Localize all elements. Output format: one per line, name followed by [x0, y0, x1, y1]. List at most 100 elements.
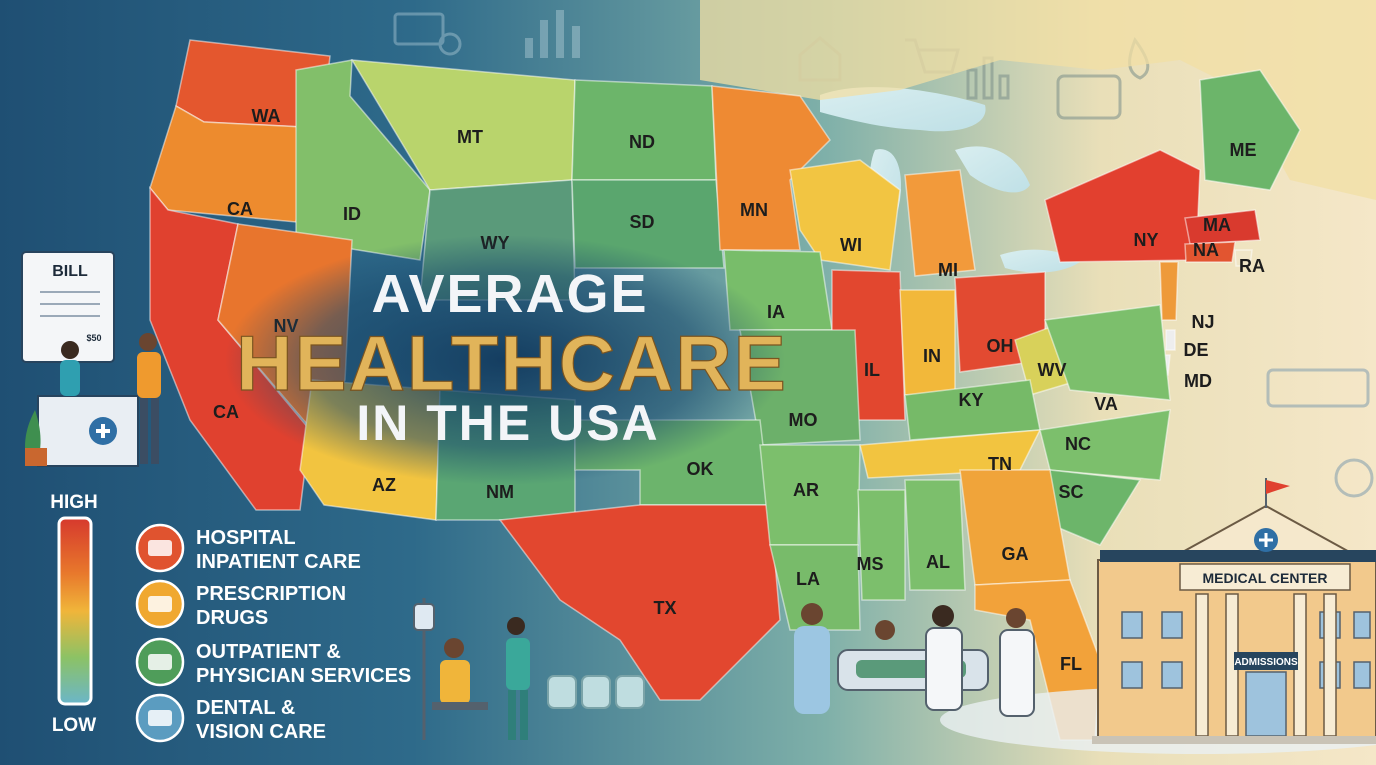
bill-amount: $50	[86, 333, 101, 343]
medical-center-name: MEDICAL CENTER	[1203, 570, 1328, 586]
state-label-mo: MO	[789, 410, 818, 430]
medical-center: MEDICAL CENTER ADMISSIONS	[1092, 478, 1376, 744]
receptionist-body	[60, 360, 80, 396]
state-label-ia: IA	[767, 302, 785, 322]
truck-icon	[1056, 74, 1122, 120]
state-label-id: ID	[343, 204, 361, 224]
eye-magnifier-icon-glyph	[148, 710, 172, 726]
state-shape-na[interactable]	[1184, 241, 1236, 263]
state-shape-ra[interactable]	[1234, 249, 1253, 267]
state-shape-va[interactable]	[1043, 304, 1171, 401]
receptionist-head	[61, 341, 79, 359]
legend-item-line2: DRUGS	[196, 607, 268, 629]
state-label-wi: WI	[840, 235, 862, 255]
state-label-tx: TX	[653, 598, 676, 618]
state-label-nc: NC	[1065, 434, 1091, 454]
state-shape-ma[interactable]	[1184, 209, 1261, 245]
legend-item-line2: VISION CARE	[196, 721, 326, 743]
reception-illustration: BILL $50	[21, 251, 161, 467]
state-shape-nc[interactable]	[1039, 409, 1171, 481]
state-label-me: ME	[1230, 140, 1257, 160]
state-label-nd: ND	[629, 132, 655, 152]
title-line-1: AVERAGE	[371, 264, 648, 324]
scale-high-label: HIGH	[50, 492, 98, 513]
state-shape-mn[interactable]	[711, 85, 831, 251]
state-label-tn: TN	[988, 454, 1012, 474]
legend-item-line2: PHYSICIAN SERVICES	[196, 665, 411, 687]
state-label-ar: AR	[793, 480, 819, 500]
state-label-wa: WA	[252, 106, 281, 126]
state-shape-wi[interactable]	[789, 159, 901, 271]
state-label-la: LA	[796, 569, 820, 589]
legend-item-line1: OUTPATIENT &	[196, 641, 341, 663]
state-label-mi: MI	[938, 260, 958, 280]
admissions-label: ADMISSIONS	[1234, 657, 1298, 668]
state-label-il: IL	[864, 360, 880, 380]
state-label-ky: KY	[958, 390, 983, 410]
state-label-ca: CA	[213, 402, 239, 422]
title-line-2: HEALTHCARE	[236, 319, 788, 407]
state-shape-mi[interactable]	[904, 169, 976, 277]
state-label-ca: CA	[227, 199, 253, 219]
state-label-ga: GA	[1002, 544, 1029, 564]
state-label-ny: NY	[1133, 230, 1158, 250]
state-label-sc: SC	[1058, 482, 1083, 502]
scale-low-label: LOW	[52, 715, 96, 736]
state-label-mn: MN	[740, 200, 768, 220]
state-label-fl: FL	[1060, 654, 1082, 674]
waiting-chairs	[547, 675, 645, 709]
flag-icon	[1266, 480, 1290, 494]
state-label-nj: NJ	[1191, 312, 1214, 332]
state-shape-nj[interactable]	[1159, 261, 1179, 321]
iv-bag-icon	[413, 603, 435, 631]
hospital-bed-icon-glyph	[148, 540, 172, 556]
state-shape-al[interactable]	[904, 479, 966, 591]
iv-illustration	[413, 598, 645, 740]
state-label-ma: MA	[1203, 215, 1231, 235]
title-glow	[225, 235, 785, 485]
coin-icon	[438, 32, 462, 56]
entrance-door	[1245, 671, 1287, 737]
state-shape-nd[interactable]	[571, 79, 717, 181]
background-decor	[393, 10, 580, 58]
state-label-ms: MS	[857, 554, 884, 574]
payment-card-icon	[1266, 368, 1374, 498]
legend-item-line2: INPATIENT CARE	[196, 551, 361, 573]
state-shape-la[interactable]	[769, 544, 861, 631]
states-layer: WACACAIDMTWYNDSDMNWIMIIAILINOHNYMEMANARA…	[149, 39, 1301, 741]
clinic-building-icon-glyph	[148, 654, 172, 670]
state-label-nm: NM	[486, 482, 514, 502]
state-label-ra: RA	[1239, 256, 1265, 276]
state-label-ok: OK	[687, 459, 714, 479]
state-label-mt: MT	[457, 127, 483, 147]
title-line-3: IN THE USA	[356, 395, 659, 451]
patient-body	[137, 352, 161, 398]
state-label-in: IN	[923, 346, 941, 366]
bar-chart-icon	[525, 10, 580, 58]
state-label-az: AZ	[372, 475, 396, 495]
reception-desk	[37, 395, 139, 467]
dollar-coin-icon	[1334, 458, 1374, 498]
canada-region	[700, 0, 1376, 200]
state-label-va: VA	[1094, 394, 1118, 414]
state-shape-de[interactable]	[1165, 329, 1176, 351]
state-shape-ny[interactable]	[1044, 149, 1201, 263]
state-label-sd: SD	[629, 212, 654, 232]
state-shape-me[interactable]	[1199, 69, 1301, 191]
bar-chart-icon	[966, 56, 1010, 100]
money-icon	[393, 12, 445, 46]
bill-label: BILL	[52, 263, 88, 280]
title-block: AVERAGE HEALTHCARE IN THE USA	[236, 264, 788, 451]
state-label-wv: WV	[1038, 360, 1067, 380]
pill-bottle-icon-glyph	[148, 596, 172, 612]
state-label-md: MD	[1184, 371, 1212, 391]
state-label-na: NA	[1193, 240, 1219, 260]
state-shape-in[interactable]	[899, 289, 956, 396]
state-shape-ga[interactable]	[959, 469, 1071, 586]
color-scale: HIGH LOW	[50, 492, 98, 736]
state-shape-tx[interactable]	[498, 504, 781, 701]
state-label-oh: OH	[987, 336, 1014, 356]
state-shape-ms[interactable]	[857, 489, 906, 601]
